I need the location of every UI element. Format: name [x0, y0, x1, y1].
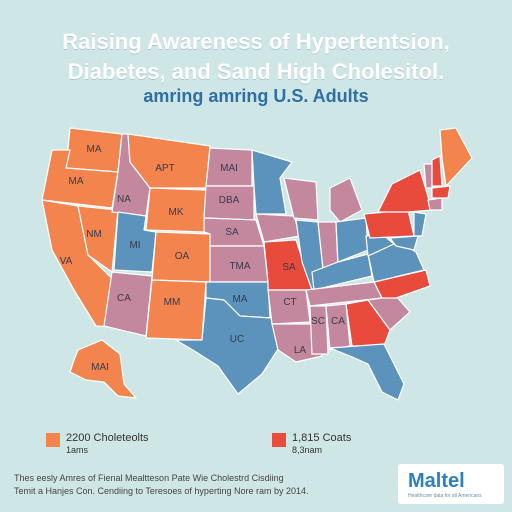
state-nh[interactable]: [431, 155, 443, 187]
label-la: LA: [294, 345, 307, 356]
label-mo: SA: [282, 262, 296, 273]
label-ut: MI: [129, 240, 140, 251]
label-ca: VA: [60, 256, 73, 267]
label-id: NA: [117, 194, 131, 205]
state-tx[interactable]: [175, 297, 281, 395]
state-ny[interactable]: [377, 169, 433, 213]
footer-note: Thes eesly Amres of Fienal Mealtteson Pa…: [14, 472, 394, 498]
label-nv: NM: [86, 229, 102, 240]
label-nd: MAI: [220, 163, 238, 174]
state-me[interactable]: [439, 127, 473, 187]
subtitle: amring amring U.S. Adults: [143, 86, 369, 106]
legend-swatch-orange: [46, 433, 60, 447]
label-ks: TMA: [229, 261, 250, 272]
state-mt[interactable]: [127, 133, 211, 189]
label-co: OA: [175, 251, 190, 262]
state-nj[interactable]: [413, 211, 427, 237]
label-ne: SA: [225, 227, 239, 238]
state-mn[interactable]: [251, 149, 293, 215]
state-nm[interactable]: [145, 279, 207, 341]
state-ms[interactable]: [309, 305, 329, 355]
state-pa[interactable]: [363, 209, 415, 239]
legend-item-red: 1,815 Coats 8,3nam: [272, 432, 351, 456]
state-vt[interactable]: [423, 163, 433, 189]
label-az: CA: [117, 293, 131, 304]
label-mt: APT: [155, 163, 174, 174]
state-ct[interactable]: [427, 197, 443, 211]
brand-logo: Maltel Healthcare data for all Americans: [398, 464, 504, 504]
label-al: CA: [331, 316, 345, 327]
state-wi[interactable]: [283, 177, 319, 221]
label-ak: MAI: [91, 362, 109, 373]
state-ia[interactable]: [255, 213, 301, 243]
footer-line-1: Thes eesly Amres of Fienal Mealtteson Pa…: [14, 473, 284, 483]
state-az[interactable]: [103, 271, 153, 337]
logo-tagline: Healthcare data for all Americans: [408, 493, 482, 499]
label-or: MA: [69, 176, 84, 187]
state-ak[interactable]: [69, 339, 137, 399]
legend-label-red: 1,815 Coats: [292, 432, 352, 444]
state-ga[interactable]: [345, 299, 391, 347]
label-nm: MM: [164, 297, 181, 308]
logo-name: Maltel: [408, 470, 465, 492]
label-wy: MK: [169, 207, 184, 218]
label-ms: SC: [311, 316, 325, 327]
label-wa: MA: [87, 144, 102, 155]
footer-line-2: Temit a Hanjes Con. Cendiing to Teresoes…: [14, 486, 309, 496]
legend-swatch-red: [272, 433, 286, 447]
label-sd: DBA: [219, 195, 240, 206]
state-la[interactable]: [271, 323, 323, 363]
title-line-1: Raising Awareness of Hypertentsion,: [62, 29, 450, 54]
state-ma[interactable]: [431, 185, 451, 199]
state-ar[interactable]: [267, 289, 311, 325]
legend-item-orange: 2200 Choleteolts 1ams: [46, 432, 149, 456]
title-line-2: Diabetes, and Sand High Cholesitol.: [67, 59, 445, 84]
legend-label-orange: 2200 Choleteolts: [66, 432, 149, 444]
legend-sublabel-red: 8,3nam: [292, 445, 323, 455]
state-mi[interactable]: [329, 177, 363, 223]
label-ok: MA: [233, 294, 248, 305]
state-fl[interactable]: [329, 343, 405, 401]
label-ar: CT: [283, 297, 296, 308]
legend-sublabel-orange: 1ams: [66, 445, 89, 455]
label-tx: UC: [230, 334, 244, 345]
state-md[interactable]: [389, 235, 419, 251]
